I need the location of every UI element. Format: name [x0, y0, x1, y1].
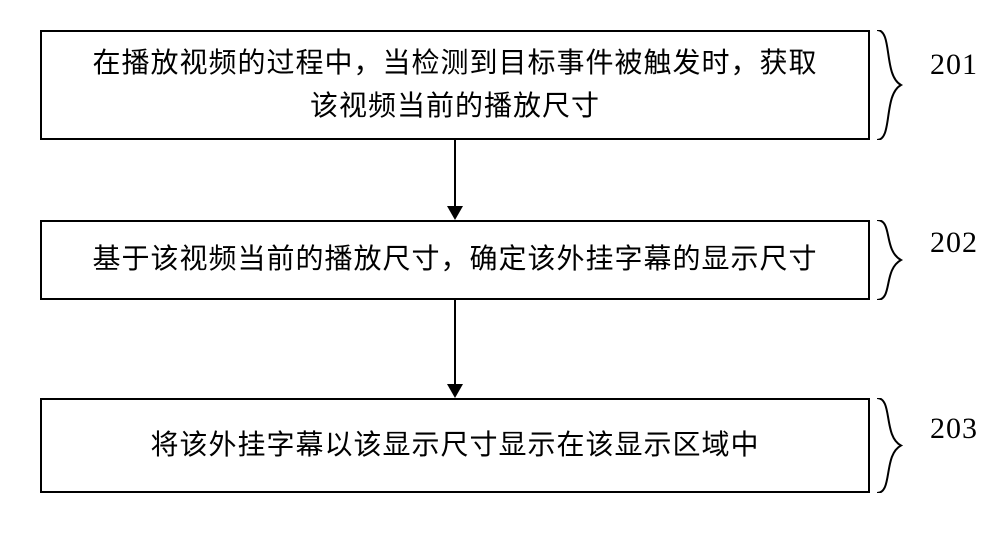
brace-203: [873, 398, 923, 493]
brace-202: [873, 220, 923, 300]
flow-label-201: 201: [930, 48, 978, 82]
flow-label-202: 202: [930, 226, 978, 260]
brace-201: [873, 30, 923, 140]
arrow-202-to-203: [447, 300, 463, 398]
flow-step-201-text: 在播放视频的过程中，当检测到目标事件被触发时，获取 该视频当前的播放尺寸: [92, 42, 817, 129]
flow-step-203-text: 将该外挂字幕以该显示尺寸显示在该显示区域中: [150, 424, 759, 467]
flow-step-202: 基于该视频当前的播放尺寸，确定该外挂字幕的显示尺寸: [40, 220, 870, 300]
flow-step-202-text: 基于该视频当前的播放尺寸，确定该外挂字幕的显示尺寸: [92, 238, 817, 281]
flow-step-201: 在播放视频的过程中，当检测到目标事件被触发时，获取 该视频当前的播放尺寸: [40, 30, 870, 140]
flow-label-203: 203: [930, 412, 978, 446]
arrow-201-to-202: [447, 140, 463, 220]
flowchart-canvas: 在播放视频的过程中，当检测到目标事件被触发时，获取 该视频当前的播放尺寸 201…: [0, 0, 1000, 544]
flow-step-203: 将该外挂字幕以该显示尺寸显示在该显示区域中: [40, 398, 870, 493]
